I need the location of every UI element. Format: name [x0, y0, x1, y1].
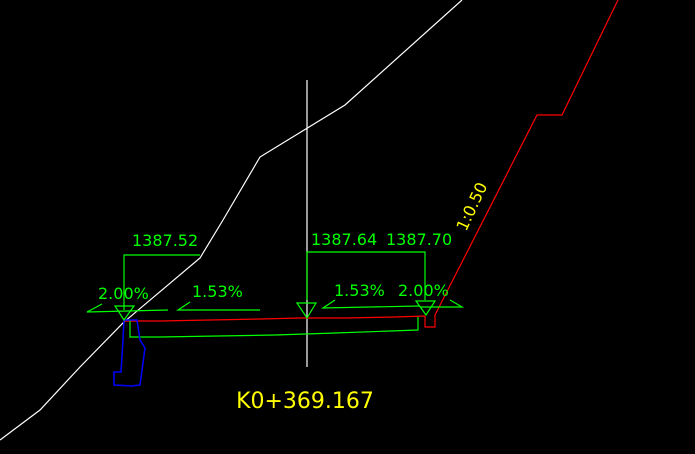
left-shoulder-slope-arrow [86, 303, 169, 313]
centerline-elevation-label: 1387.64 [311, 230, 377, 249]
right-lane-slope-arrow [320, 299, 421, 309]
pavement-structure [129, 317, 419, 338]
right-edge-level-triangle-icon [414, 300, 437, 317]
left-elevation-leader [123, 254, 200, 310]
left-elevation-label: 1387.52 [132, 231, 198, 250]
left-lane-slope-arrow [176, 301, 260, 311]
natural-ground-line [0, 0, 463, 441]
right-shoulder-slope-arrow [420, 299, 465, 308]
retaining-wall [113, 319, 146, 387]
left-shoulder-crossfall: 2.00% [98, 284, 149, 303]
centerline-level-triangle-icon [295, 302, 318, 320]
right-elevation-label: 1387.70 [386, 230, 452, 249]
station-label: K0+369.167 [236, 389, 374, 414]
left-lane-crossfall: 1.53% [192, 282, 243, 301]
right-shoulder-crossfall: 2.00% [398, 281, 449, 300]
left-edge-level-triangle-icon [113, 305, 136, 322]
right-lane-crossfall: 1.53% [334, 281, 385, 300]
right-elevation-leader [306, 251, 426, 300]
cut-slope-ratio-label: 1:0.50 [452, 179, 491, 233]
right-ditch-and-cut-slope [424, 0, 619, 328]
design-road-surface [124, 315, 426, 322]
